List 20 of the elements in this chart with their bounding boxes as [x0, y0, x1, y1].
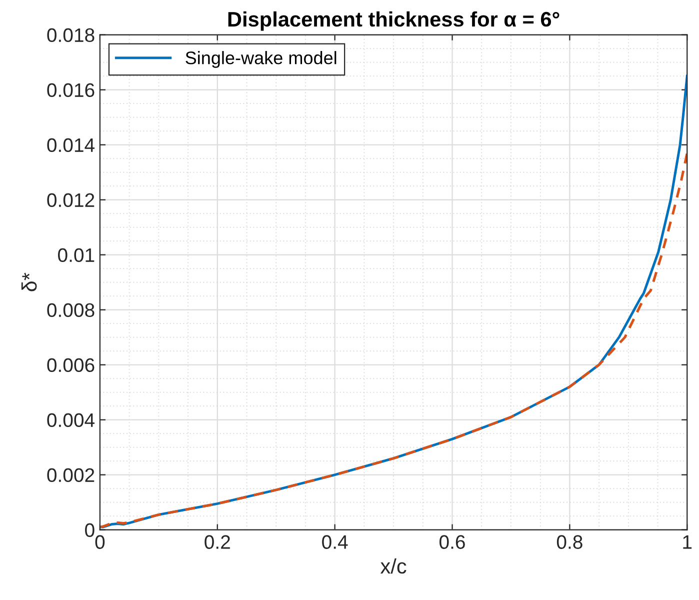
- y-tick-label: 0.018: [47, 28, 94, 42]
- y-tick-label: 0.014: [47, 138, 95, 152]
- y-tick-label: 0: [85, 523, 94, 538]
- y-tick-label: 0.004: [47, 413, 95, 428]
- y-tick-label: 0.002: [47, 468, 94, 482]
- x-axis-title: x/c: [380, 558, 406, 574]
- chart-title: Displacement thickness for α = 6°: [228, 11, 560, 31]
- x-tick-label: 0.6: [440, 535, 465, 549]
- y-tick-label: 0.016: [47, 83, 94, 98]
- y-axis-title: δ*: [21, 272, 37, 292]
- y-tick-label: 0.01: [58, 248, 94, 262]
- x-tick-label: 0.8: [556, 535, 582, 549]
- x-tick-label: 0: [95, 535, 105, 549]
- y-tick-label: 0.006: [47, 358, 94, 372]
- y-tick-label: 0.008: [47, 303, 94, 318]
- y-tick-label: 0.012: [47, 193, 94, 208]
- x-tick-label: 0.4: [322, 535, 348, 549]
- legend-label: Single-wake model: [186, 51, 336, 68]
- x-tick-label: 0.2: [204, 535, 230, 549]
- x-tick-label: 1: [683, 535, 692, 549]
